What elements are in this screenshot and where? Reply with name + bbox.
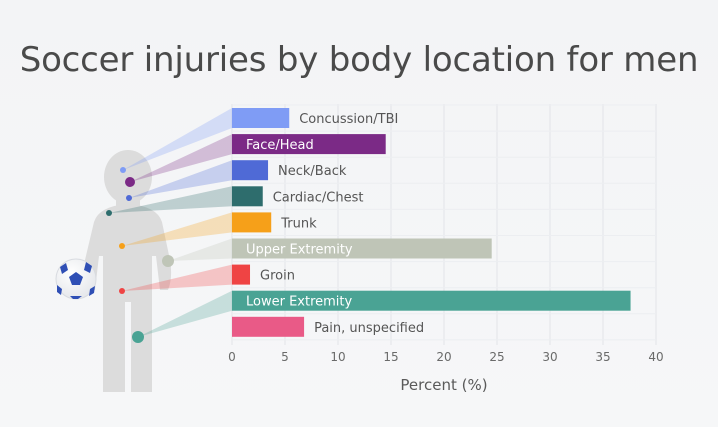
- body-location-marker: [126, 195, 132, 201]
- bar: [232, 212, 272, 233]
- callout-beam: [138, 290, 232, 337]
- body-location-marker: [132, 331, 144, 343]
- callout-beam: [130, 134, 232, 182]
- body-location-marker: [119, 288, 125, 294]
- category-label: Pain, unspecified: [314, 321, 424, 336]
- bar: [232, 108, 290, 128]
- callout-beam: [122, 264, 232, 291]
- category-label: Lower Extremity: [246, 295, 353, 310]
- category-label: Cardiac/Chest: [273, 190, 364, 205]
- body-location-marker: [120, 167, 126, 173]
- x-axis-label: Percent (%): [400, 376, 488, 394]
- bar: [232, 316, 305, 337]
- bar: [232, 186, 263, 207]
- category-label: Concussion/TBI: [299, 112, 398, 127]
- bar: [232, 290, 631, 311]
- x-tick-label: 40: [648, 350, 663, 364]
- callout-beam: [109, 186, 232, 213]
- soccer-ball-icon: [55, 258, 97, 300]
- person-silhouette-icon: [83, 150, 172, 392]
- bar: [232, 264, 251, 285]
- category-label: Face/Head: [246, 138, 314, 153]
- category-label: Groin: [260, 269, 295, 284]
- x-tick-label: 15: [383, 350, 398, 364]
- x-tick-label: 5: [281, 350, 289, 364]
- callout-beam: [122, 212, 232, 246]
- bar: [232, 238, 492, 259]
- x-tick-label: 25: [489, 350, 504, 364]
- body-location-marker: [119, 243, 125, 249]
- callout-beam: [129, 160, 232, 198]
- body-location-marker: [106, 210, 112, 216]
- x-tick-label: 20: [436, 350, 451, 364]
- x-tick-label: 35: [595, 350, 610, 364]
- chart-title: Soccer injuries by body location for men: [19, 40, 699, 80]
- bar: [232, 160, 269, 181]
- x-tick-label: 0: [228, 350, 236, 364]
- callout-beam: [123, 108, 232, 170]
- body-location-marker: [125, 177, 135, 187]
- category-label: Upper Extremity: [246, 243, 353, 258]
- category-label: Neck/Back: [278, 164, 347, 179]
- callout-beam: [168, 238, 232, 261]
- body-location-marker: [162, 255, 174, 267]
- bar: [232, 134, 386, 155]
- x-tick-label: 10: [330, 350, 345, 364]
- category-label: Trunk: [280, 216, 317, 231]
- x-tick-label: 30: [542, 350, 557, 364]
